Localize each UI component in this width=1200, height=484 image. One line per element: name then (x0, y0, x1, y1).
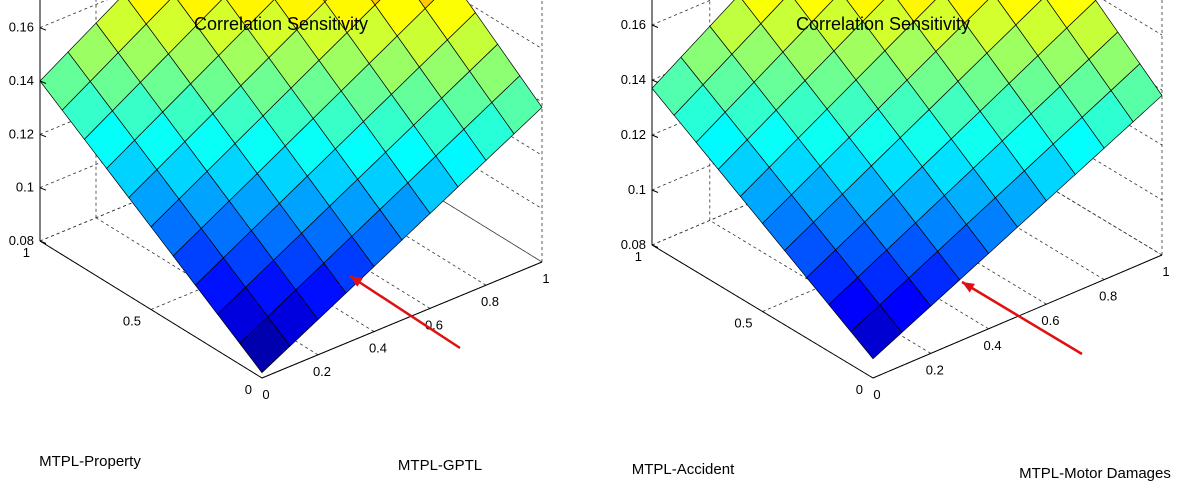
z-tick-label: 0.16 (9, 20, 34, 35)
z-tick-mark (39, 80, 47, 84)
z-tick-label: 0.14 (621, 72, 646, 87)
x-tick-label: 0 (873, 387, 880, 402)
x-tick-label: 0 (262, 387, 269, 402)
z-tick-label: 0.14 (9, 73, 34, 88)
y-tick-label: 0.5 (123, 314, 141, 329)
y-axis-line (39, 240, 263, 379)
y-axis-label: MTPL-Property (39, 453, 141, 470)
z-tick-label: 0.1 (628, 182, 646, 197)
x-tick-label: 0.8 (481, 294, 499, 309)
z-tick-mark (39, 187, 47, 191)
x-tick-label: 1 (1162, 264, 1169, 279)
tick-labels: 0.080.10.120.140.160.180.200.20.40.60.81… (9, 20, 550, 402)
y-tick-label: 0 (245, 382, 252, 397)
x-tick-label: 0.2 (926, 362, 944, 377)
x-tick-label: 1 (542, 271, 549, 286)
arrow-shaft (961, 280, 1083, 356)
z-tick-mark (39, 133, 47, 138)
arrow-shaft (349, 274, 461, 350)
arrow-head (350, 276, 363, 287)
surface (651, 0, 1163, 360)
y-tick-label: 0 (856, 382, 863, 397)
arrow-head (962, 282, 975, 293)
chart-title: Correlation Sensitivity (194, 14, 368, 34)
y-axis-line (651, 244, 874, 379)
z-tick-mark (651, 244, 659, 248)
z-tick-mark (651, 79, 659, 83)
y-tick-label: 0.5 (734, 316, 752, 331)
annotation-arrow (961, 280, 1083, 356)
y-axis-label: MTPL-Accident (632, 461, 735, 478)
z-tick-mark (39, 240, 47, 244)
z-tick-mark (651, 189, 659, 193)
tick-labels: 0.080.10.120.140.160.180.200.20.40.60.81… (621, 17, 1170, 402)
z-tick-label: 0.08 (9, 233, 34, 248)
z-tick-mark (39, 27, 47, 31)
chart-panel-right: 0.080.10.120.140.160.180.200.20.40.60.81… (600, 0, 1200, 484)
z-tick-mark (651, 24, 659, 28)
annotation-arrow (349, 274, 461, 350)
surface-patch (850, 304, 903, 360)
x-axis-label: MTPL-GPTL (398, 457, 482, 474)
x-axis-line (261, 261, 543, 379)
surface-chart-right: 0.080.10.120.140.160.180.200.20.40.60.81… (621, 0, 1171, 482)
chart-title: Correlation Sensitivity (796, 14, 970, 34)
x-tick-label: 0.8 (1099, 289, 1117, 304)
surface-patch (239, 316, 291, 374)
x-tick-label: 0.4 (369, 341, 387, 356)
chart-panel-left: 0.080.10.120.140.160.180.200.20.40.60.81… (9, 0, 550, 474)
surface (39, 0, 543, 374)
grid-line-z (39, 124, 543, 263)
z-tick-label: 0.12 (621, 127, 646, 142)
z-tick-label: 0.12 (9, 126, 34, 141)
y-tick-label: 1 (635, 249, 642, 264)
z-tick-label: 0.1 (16, 180, 34, 195)
surface-chart-left: 0.080.10.120.140.160.180.200.20.40.60.81… (9, 0, 550, 474)
z-tick-label: 0.08 (621, 237, 646, 252)
x-axis-label: MTPL-Motor Damages (1019, 465, 1171, 482)
y-tick-label: 1 (23, 245, 30, 260)
x-tick-label: 0.4 (984, 338, 1002, 353)
surface-patch (418, 0, 435, 10)
z-tick-label: 0.16 (621, 17, 646, 32)
z-tick-mark (651, 134, 659, 138)
x-tick-label: 0.2 (313, 364, 331, 379)
x-tick-label: 0.6 (1041, 313, 1059, 328)
surface-patch (371, 0, 381, 6)
